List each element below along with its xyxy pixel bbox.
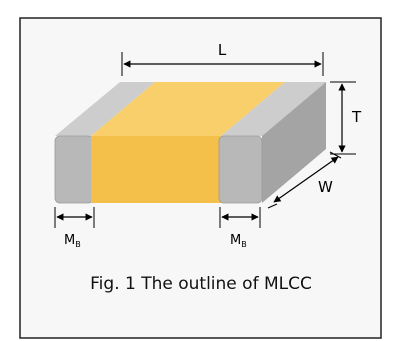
width-extension-back bbox=[329, 151, 342, 159]
ceramic-front-face bbox=[91, 136, 221, 203]
left-electrode-front-face bbox=[54, 135, 94, 204]
right-termination-label: MB bbox=[230, 233, 247, 249]
length-label: L bbox=[218, 41, 227, 59]
left-termination-label: MB bbox=[64, 233, 81, 249]
figure-caption: Fig. 1 The outline of MLCC bbox=[90, 274, 312, 294]
width-dimension-arrow bbox=[273, 156, 339, 203]
width-extension-front bbox=[267, 203, 278, 209]
left-termination-sub: B bbox=[75, 240, 81, 249]
left-electrode-top-face bbox=[55, 82, 155, 136]
right-termination-sub: B bbox=[241, 240, 247, 249]
right-electrode-top-face bbox=[221, 82, 326, 136]
right-termination-main: M bbox=[230, 233, 241, 248]
ceramic-top-face bbox=[91, 82, 285, 136]
left-termination-main: M bbox=[64, 233, 75, 248]
width-label: W bbox=[318, 178, 333, 196]
thickness-label: T bbox=[351, 108, 362, 126]
right-electrode-front-face bbox=[218, 135, 263, 204]
